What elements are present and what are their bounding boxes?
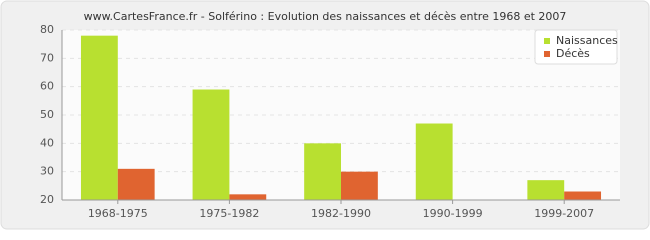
y-tick-label: 60 xyxy=(40,80,54,93)
legend-label: Décès xyxy=(556,47,590,60)
y-tick-label: 50 xyxy=(40,108,54,121)
x-tick-label: 1990-1999 xyxy=(423,207,483,220)
bar xyxy=(304,143,341,200)
bar xyxy=(117,168,155,200)
y-tick-label: 30 xyxy=(40,165,54,178)
x-tick-label: 1999-2007 xyxy=(534,207,594,220)
y-tick-label: 40 xyxy=(40,136,54,149)
x-tick-label: 1982-1990 xyxy=(311,207,371,220)
legend-label: Naissances xyxy=(556,34,618,47)
x-tick-label: 1968-1975 xyxy=(88,207,148,220)
x-tick-label: 1975-1982 xyxy=(199,207,259,220)
chart: www.CartesFrance.fr - Solférino : Evolut… xyxy=(0,0,650,230)
bar xyxy=(564,191,602,200)
bar xyxy=(192,89,230,200)
legend-box xyxy=(534,29,618,65)
legend-swatch xyxy=(544,38,550,44)
y-tick-label: 70 xyxy=(40,51,54,64)
bar xyxy=(80,35,118,200)
y-tick-label: 80 xyxy=(40,23,54,36)
chart-title: www.CartesFrance.fr - Solférino : Evolut… xyxy=(84,10,567,23)
legend-swatch xyxy=(544,51,550,57)
page: www.CartesFrance.fr - Solférino : Evolut… xyxy=(0,0,650,230)
bar xyxy=(341,171,378,200)
bar xyxy=(527,180,565,200)
y-tick-label: 20 xyxy=(40,193,54,206)
bar xyxy=(415,123,453,200)
bar xyxy=(229,194,267,200)
